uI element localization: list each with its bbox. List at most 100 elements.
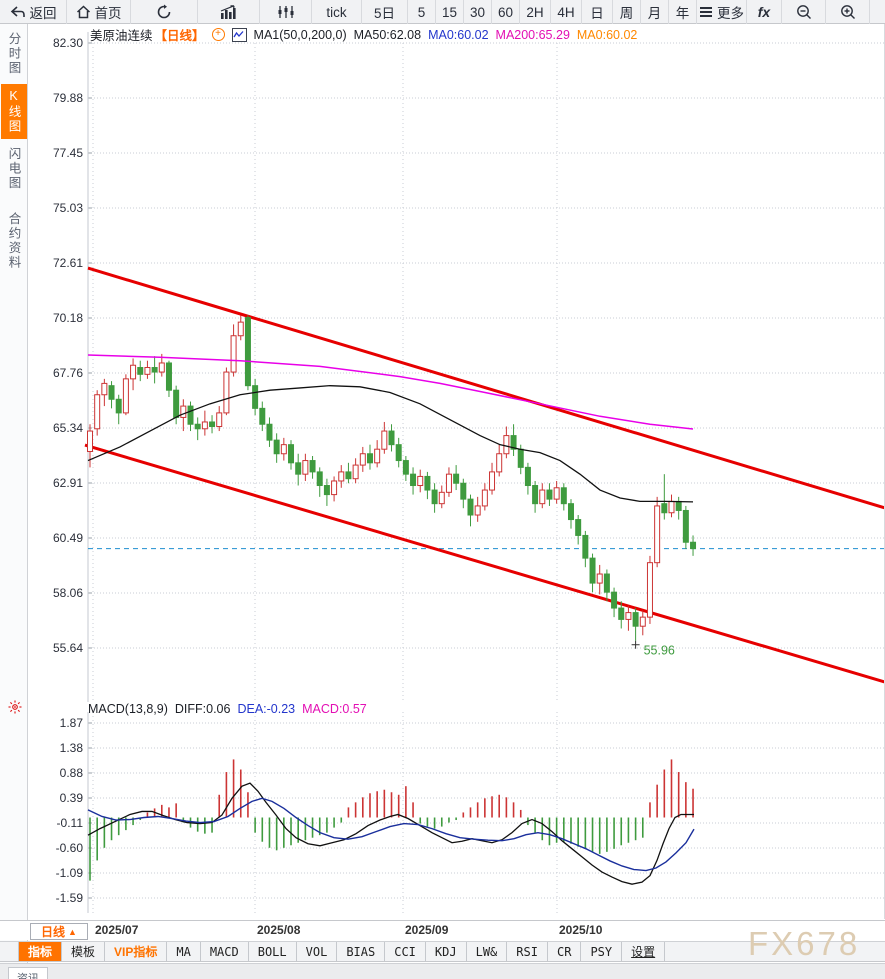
x-axis-date-label: 2025/09 (405, 923, 449, 937)
macd-axis-label: -1.09 (56, 866, 84, 880)
tab-bias[interactable]: BIAS (337, 942, 386, 961)
toolbar-item-label: 日 (590, 6, 604, 21)
price-axis-label: 72.61 (53, 256, 83, 270)
period-5m-button[interactable]: 5 (408, 0, 436, 24)
toolbar-item-label: 周 (619, 6, 634, 21)
toolbar-item-label: 月 (647, 6, 662, 21)
period-selector[interactable]: 日线 ▲ (30, 923, 88, 940)
channel-lower-trendline (84, 443, 885, 684)
macd-axis-label: 0.88 (60, 766, 84, 780)
tab-cr[interactable]: CR (548, 942, 582, 961)
period-year-button[interactable]: 年 (669, 0, 697, 24)
period-2h-button[interactable]: 2H (520, 0, 551, 24)
tab-psy[interactable]: PSY (581, 942, 623, 961)
back-button[interactable]: 返回 (0, 0, 67, 24)
toolbar-item-label: tick (326, 4, 347, 20)
tab-indicator[interactable]: 指标 (18, 942, 63, 961)
candlestick-chart[interactable]: 82.30 79.88 77.45 75.03 72.61 70.18 67.76 65.34… (28, 24, 885, 702)
toolbar-item-label: 5日 (373, 6, 395, 21)
tab-kdj[interactable]: KDJ (426, 942, 467, 961)
tab-settings[interactable]: 设置 (622, 942, 666, 961)
price-axis-label: 58.06 (53, 586, 83, 600)
chart-style-button[interactable] (198, 0, 260, 24)
tab-vip-indicator[interactable]: VIP指标 (105, 942, 168, 961)
toolbar-item-label: 4H (557, 4, 575, 20)
tab-boll[interactable]: BOLL (249, 942, 297, 961)
period-week-button[interactable]: 周 (613, 0, 641, 24)
macd-axis-label: 0.39 (60, 791, 84, 805)
zoom-out-button[interactable] (782, 0, 826, 24)
tab-template[interactable]: 模板 (62, 942, 106, 961)
line-chart-icon[interactable] (231, 27, 247, 42)
price-axis-label: 60.49 (53, 531, 83, 545)
ma200-value: MA200:65.29 (495, 27, 570, 42)
tick-button[interactable]: tick (312, 0, 362, 24)
back-icon (10, 5, 26, 19)
indicator-tab-bar: 指标 模板 VIP指标 MA MACD BOLL VOL BIAS CCI KDJ LW& RSI CR… (0, 941, 885, 962)
news-tab[interactable]: 资讯 (8, 967, 48, 979)
period-month-button[interactable]: 月 (641, 0, 669, 24)
toolbar-item-label: 2H (526, 4, 544, 20)
refresh-icon (156, 4, 172, 20)
toolbar-item-label: 年 (675, 6, 690, 21)
main-chart-header: 美原油连续 【日线】 + MA1(50,0,200,0) MA50:62.08 M… (90, 25, 637, 44)
tab-cci[interactable]: CCI (385, 942, 426, 961)
toolbar-item-label: 返回 (29, 6, 57, 21)
period-day-button[interactable]: 日 (582, 0, 613, 24)
toolbar-item-label: 60 (497, 4, 514, 20)
macd-axis-label: -1.59 (56, 891, 84, 905)
tab-vol[interactable]: VOL (297, 942, 338, 961)
refresh-button[interactable] (131, 0, 198, 24)
macd-axis-label: -0.60 (56, 841, 84, 855)
macd-dea-line (87, 797, 695, 872)
sidebar-item-kline-chart[interactable]: K线图 (0, 83, 27, 139)
macd-header: MACD(13,8,9) DIFF:0.06 DEA:-0.23 MACD:0.… (88, 702, 367, 716)
indicator-settings-icon[interactable] (8, 700, 22, 719)
x-axis-row: 日线 ▲ 2025/07 2025/08 2025/09 2025/10 (0, 920, 885, 940)
macd-panel[interactable]: 1.87 1.38 0.88 0.39 -0.11 -0.60 -1.09 -1.59 (28, 702, 885, 918)
formula-button[interactable]: fx (747, 0, 782, 24)
zoom-out-icon (796, 4, 812, 20)
period-selector-label: 日线 (41, 925, 66, 939)
x-axis-date-label: 2025/10 (559, 923, 603, 937)
price-axis-label: 65.34 (53, 421, 83, 435)
x-axis-date-label: 2025/07 (95, 923, 139, 937)
home-button[interactable]: 首页 (67, 0, 131, 24)
price-axis-label: 67.76 (53, 366, 83, 380)
tab-lw[interactable]: LW& (467, 942, 508, 961)
ma50-line (87, 385, 694, 503)
zoom-in-button[interactable] (826, 0, 870, 24)
tab-macd[interactable]: MACD (201, 942, 249, 961)
candle-style-button[interactable] (260, 0, 312, 24)
period-4h-button[interactable]: 4H (551, 0, 582, 24)
top-toolbar: 返回 首页 tick 5日 5 15 30 60 2H 4H 日周月年 更多 fx (0, 0, 885, 24)
period-5d-button[interactable]: 5日 (362, 0, 408, 24)
sidebar-item-flash-chart[interactable]: 闪电图 (6, 146, 21, 191)
more-button[interactable]: 更多 (697, 0, 747, 24)
period-60m-button[interactable]: 60 (492, 0, 520, 24)
tab-ma[interactable]: MA (167, 942, 201, 961)
price-axis-label: 62.91 (53, 476, 83, 490)
toolbar-item-label: 30 (469, 4, 486, 20)
macd-axis-label: -0.11 (57, 816, 84, 830)
price-axis-label: 75.03 (53, 201, 83, 215)
tab-rsi[interactable]: RSI (507, 942, 548, 961)
channel-upper-trendline (87, 266, 885, 510)
bottom-bar: 资讯 (0, 963, 885, 979)
period-15m-button[interactable]: 15 (436, 0, 464, 24)
toolbar-item-label: 首页 (94, 6, 122, 21)
price-axis-label: 77.45 (53, 146, 83, 160)
price-axis-label: 82.30 (53, 36, 83, 50)
ma-settings-label: MA1(50,0,200,0) (253, 27, 347, 42)
toolbar-item-label: fx (757, 4, 771, 20)
low-price-label: 55.96 (644, 644, 675, 658)
x-axis-date-label: 2025/08 (257, 923, 301, 937)
period-label: 【日线】 (154, 29, 205, 43)
menu-icon (699, 6, 713, 18)
sidebar-item-time-chart[interactable]: 分时图 (6, 32, 21, 76)
add-indicator-icon[interactable]: + (211, 28, 225, 41)
period-30m-button[interactable]: 30 (464, 0, 492, 24)
macd-value: MACD:0.57 (302, 702, 367, 716)
toolbar-item-label: 更多 (717, 6, 744, 21)
sidebar-item-contract-info[interactable]: 合约资料 (6, 212, 21, 270)
